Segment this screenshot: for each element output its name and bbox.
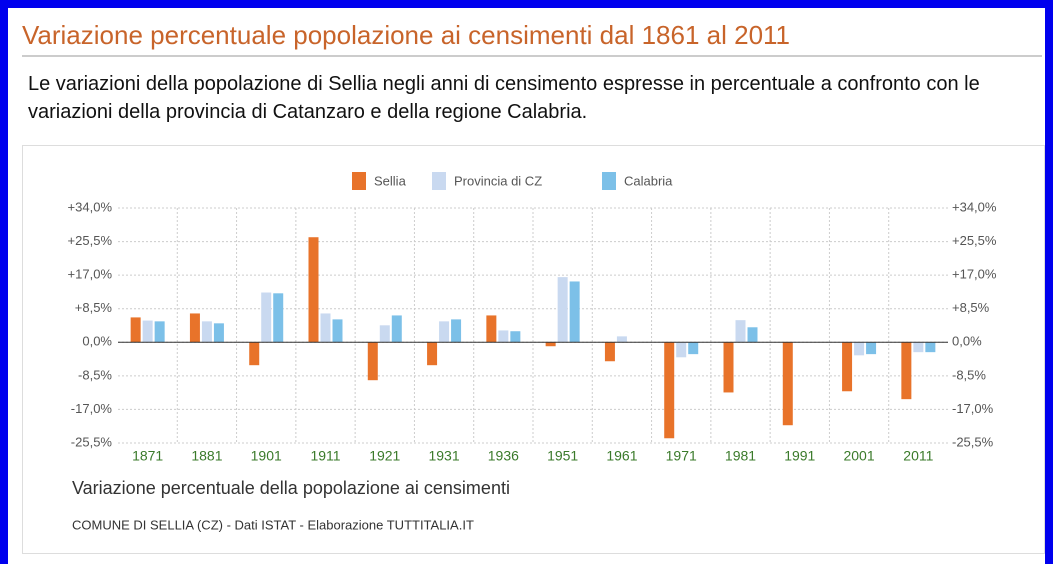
bar <box>545 342 556 347</box>
bar <box>616 336 627 343</box>
bar <box>688 342 699 355</box>
bar <box>854 342 865 356</box>
bar <box>735 320 746 343</box>
bar <box>664 342 675 439</box>
bar <box>451 319 462 343</box>
x-tick-label: 1931 <box>428 448 459 464</box>
bar <box>261 292 272 343</box>
y-tick-label: -8,5% <box>78 367 112 382</box>
bar <box>320 313 331 343</box>
y2-tick-label: +25,5% <box>952 233 997 248</box>
y2-tick-label: +8,5% <box>952 300 990 315</box>
y-tick-label: -17,0% <box>71 401 113 416</box>
bar <box>723 342 734 393</box>
y-tick-label: +8,5% <box>75 300 113 315</box>
bar <box>379 325 390 343</box>
bar <box>486 315 497 343</box>
bar <box>213 323 224 343</box>
y2-tick-label: 0,0% <box>952 334 982 349</box>
bar <box>427 342 438 366</box>
x-tick-label: 2001 <box>843 448 874 464</box>
bar <box>154 321 165 343</box>
y-tick-label: +25,5% <box>68 233 113 248</box>
x-tick-label: 1961 <box>606 448 637 464</box>
page-title: Variazione percentuale popolazione ai ce… <box>22 20 1042 57</box>
bar <box>913 342 924 353</box>
x-tick-label: 1901 <box>251 448 282 464</box>
y-tick-label: +17,0% <box>68 267 113 282</box>
bar <box>273 293 284 343</box>
bar <box>249 342 260 366</box>
bar <box>747 327 758 343</box>
bar <box>925 342 936 353</box>
chart-source: COMUNE DI SELLIA (CZ) - Dati ISTAT - Ela… <box>72 517 474 532</box>
x-tick-label: 1991 <box>784 448 815 464</box>
chart: Variazione percentuale della popolazione… <box>22 145 1045 554</box>
legend-label: Sellia <box>374 173 407 188</box>
y2-tick-label: -17,0% <box>952 401 994 416</box>
bar <box>391 315 402 343</box>
bar <box>510 331 521 343</box>
x-tick-label: 1936 <box>488 448 519 464</box>
bar <box>866 342 877 355</box>
y2-tick-label: -25,5% <box>952 434 994 449</box>
bar <box>189 313 200 343</box>
bar <box>332 319 343 343</box>
bar <box>130 317 141 343</box>
bar <box>439 321 450 343</box>
bar <box>604 342 615 362</box>
description: Le variazioni della popolazione di Selli… <box>28 73 980 123</box>
bar <box>676 342 687 358</box>
legend-swatch <box>432 172 446 190</box>
legend-swatch <box>602 172 616 190</box>
bar <box>498 330 509 343</box>
x-tick-label: 1881 <box>191 448 222 464</box>
bar <box>201 321 212 343</box>
x-tick-label: 1951 <box>547 448 578 464</box>
chart-caption: Variazione percentuale della popolazione… <box>72 478 510 498</box>
y-tick-label: -25,5% <box>71 434 113 449</box>
y-tick-label: 0,0% <box>82 334 112 349</box>
y2-tick-label: +34,0% <box>952 199 997 214</box>
bar <box>569 281 580 343</box>
legend-swatch <box>352 172 366 190</box>
x-tick-label: 1871 <box>132 448 163 464</box>
x-tick-label: 1971 <box>666 448 697 464</box>
bar <box>782 342 793 426</box>
y-tick-label: +34,0% <box>68 199 113 214</box>
x-tick-label: 1921 <box>369 448 400 464</box>
bar <box>557 277 568 343</box>
y2-tick-label: -8,5% <box>952 367 986 382</box>
bar <box>308 237 319 343</box>
y2-tick-label: +17,0% <box>952 267 997 282</box>
bar <box>901 342 912 400</box>
bar <box>142 320 153 343</box>
legend-label: Provincia di CZ <box>454 173 542 188</box>
bar <box>367 342 378 381</box>
x-tick-label: 1911 <box>310 448 340 464</box>
legend-label: Calabria <box>624 173 673 188</box>
bar <box>842 342 853 392</box>
x-tick-label: 2011 <box>903 448 933 464</box>
x-tick-label: 1981 <box>725 448 756 464</box>
